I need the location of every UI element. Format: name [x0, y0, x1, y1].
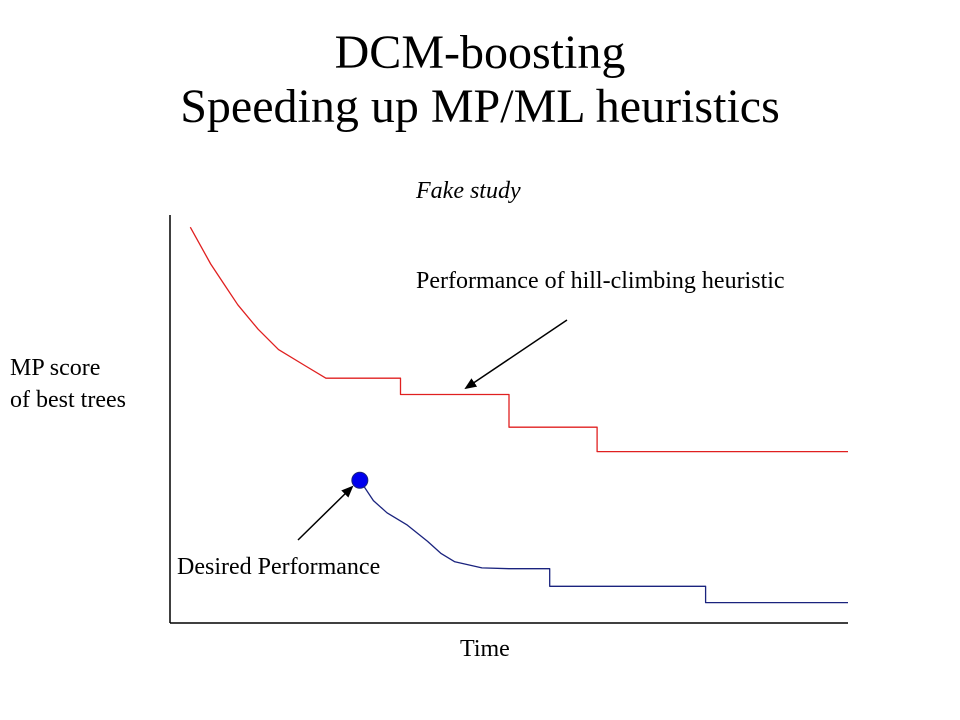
- desired-start-marker: [351, 471, 369, 489]
- series-line-hill-climbing: [189, 226, 848, 453]
- title-line-1: DCM-boosting: [334, 26, 626, 79]
- title-line-2: Speeding up MP/ML heuristics: [180, 80, 780, 133]
- y-axis-label-line-2: of best trees: [10, 387, 126, 413]
- slide-title: DCM-boosting Speeding up MP/ML heuristic…: [0, 26, 960, 134]
- y-axis-label-line-1: MP score: [10, 355, 101, 381]
- y-axis-label: MP score of best trees: [10, 352, 126, 416]
- chart-subtitle: Fake study: [416, 178, 521, 204]
- annotation-hill-climbing: Performance of hill-climbing heuristic: [416, 268, 785, 294]
- x-axis-label: Time: [460, 636, 510, 662]
- arrow-to-desired-marker: [297, 485, 354, 541]
- arrow-to-hill-climbing-line: [464, 319, 568, 390]
- annotation-desired-performance: Desired Performance: [177, 554, 381, 580]
- series-group: [189, 226, 848, 604]
- series-line-desired-performance: [359, 479, 848, 604]
- arrows-group: [297, 319, 568, 541]
- axes-group: [169, 215, 848, 624]
